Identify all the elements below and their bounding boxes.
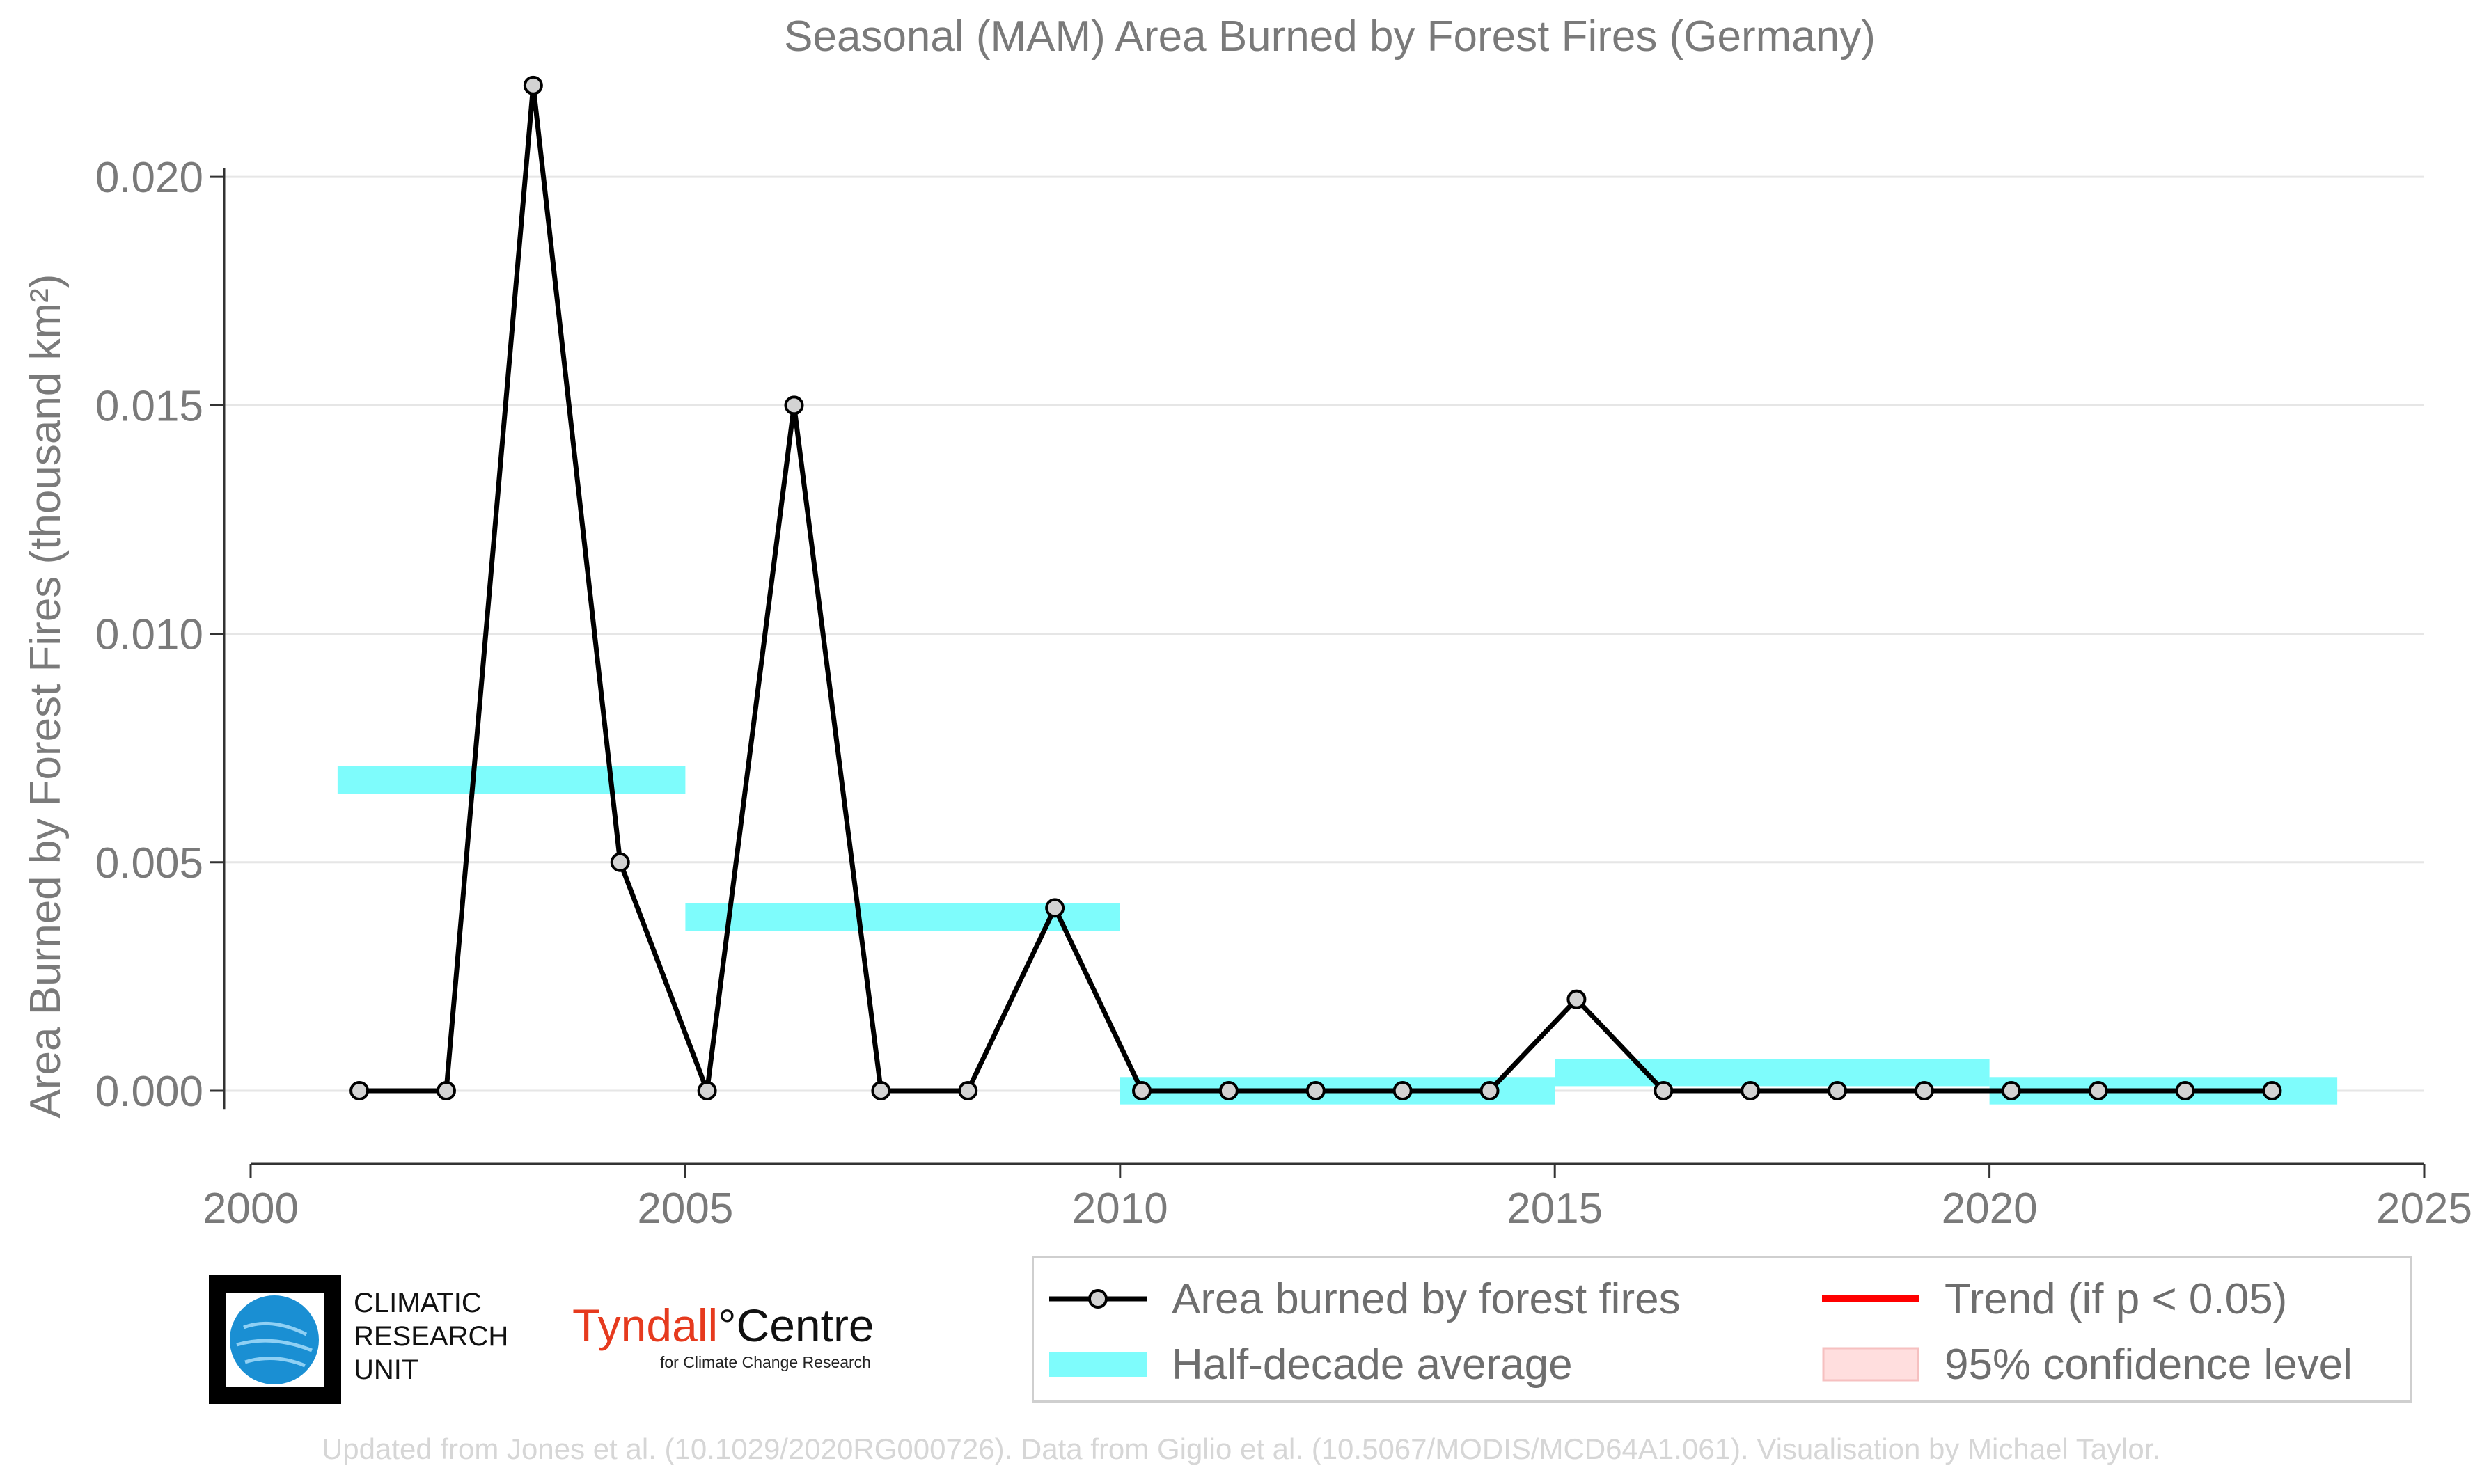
y-tick-label: 0.020 xyxy=(95,154,203,202)
data-point-2018 xyxy=(1828,1080,1848,1100)
series-area-burned xyxy=(349,75,2282,1100)
y-tick-label: 0.000 xyxy=(95,1068,203,1116)
y-tick-label: 0.005 xyxy=(95,839,203,887)
data-point-2007 xyxy=(871,1080,891,1100)
footer-credit: Updated from Jones et al. (10.1029/2020R… xyxy=(321,1432,2161,1465)
data-point-2023 xyxy=(2262,1080,2282,1100)
legend-item-confidence: 95% confidence level xyxy=(1822,1336,2353,1392)
tyndall-degree: ° xyxy=(718,1300,737,1351)
tyndall-red-text: Tyndall xyxy=(572,1300,718,1351)
legend: Area burned by forest fires Trend (if p … xyxy=(1032,1256,2412,1403)
cru-line-2: RESEARCH xyxy=(354,1321,509,1352)
data-point-2001 xyxy=(349,1080,370,1100)
half-decade-bar-0 xyxy=(337,766,686,794)
legend-label-half-decade: Half-decade average xyxy=(1172,1340,1573,1389)
tyndall-logo: Tyndall°Centre xyxy=(572,1299,874,1352)
legend-trend-line-icon xyxy=(1822,1295,1919,1302)
legend-label-trend: Trend (if p < 0.05) xyxy=(1945,1274,2288,1323)
data-point-2012 xyxy=(1305,1080,1326,1100)
legend-item-trend: Trend (if p < 0.05) xyxy=(1822,1271,2287,1327)
axes xyxy=(210,167,2426,1178)
legend-confidence-swatch-icon xyxy=(1822,1347,1919,1382)
legend-item-area-burned: Area burned by forest fires xyxy=(1049,1271,1681,1327)
x-tick-label: 2020 xyxy=(1942,1185,2038,1233)
tyndall-subtitle: for Climate Change Research xyxy=(660,1353,871,1371)
data-point-2014 xyxy=(1479,1080,1500,1100)
cru-line-3: UNIT xyxy=(354,1355,419,1385)
data-point-2004 xyxy=(610,852,630,872)
y-tick-label: 0.010 xyxy=(95,611,203,659)
legend-label-confidence: 95% confidence level xyxy=(1945,1340,2353,1389)
data-point-2016 xyxy=(1654,1080,1674,1100)
data-point-2010 xyxy=(1132,1080,1152,1100)
data-point-2022 xyxy=(2175,1080,2195,1100)
data-point-2003 xyxy=(523,75,543,95)
series-line xyxy=(359,83,2272,1094)
data-point-2015 xyxy=(1566,989,1587,1009)
y-axis-label: Area Burned by Forest Fires (thousand km… xyxy=(22,274,70,1119)
cru-logo-icon xyxy=(209,1275,341,1404)
chart-title: Seasonal (MAM) Area Burned by Forest Fir… xyxy=(784,13,1876,61)
data-point-2008 xyxy=(958,1080,978,1100)
data-point-2019 xyxy=(1914,1080,1934,1100)
tick-labels: 0.000 0.005 0.010 0.015 0.020 2000 2005 2010 201… xyxy=(95,154,2472,1233)
y-tick-label: 0.015 xyxy=(95,382,203,430)
half-decade-average-bars xyxy=(337,766,2338,1105)
x-tick-label: 2010 xyxy=(1072,1185,1168,1233)
data-point-2017 xyxy=(1741,1080,1761,1100)
data-point-2013 xyxy=(1392,1080,1413,1100)
x-tick-label: 2000 xyxy=(203,1185,299,1233)
x-tick-label: 2015 xyxy=(1507,1185,1603,1233)
grid-lines xyxy=(223,175,2424,1092)
x-tick-label: 2005 xyxy=(637,1185,733,1233)
legend-half-decade-swatch-icon xyxy=(1049,1352,1147,1377)
x-tick-label: 2025 xyxy=(2376,1185,2472,1233)
data-point-2020 xyxy=(2001,1080,2021,1100)
legend-line-marker-icon xyxy=(1049,1289,1147,1309)
data-point-2006 xyxy=(784,395,804,416)
data-point-2011 xyxy=(1218,1080,1239,1100)
data-point-2002 xyxy=(436,1080,456,1100)
legend-item-half-decade: Half-decade average xyxy=(1049,1336,1573,1392)
data-point-2021 xyxy=(2088,1080,2108,1100)
half-decade-bar-3 xyxy=(1555,1059,1990,1087)
cru-line-1: CLIMATIC xyxy=(354,1288,482,1318)
data-point-2005 xyxy=(697,1080,717,1100)
legend-label-area-burned: Area burned by forest fires xyxy=(1172,1274,1681,1323)
cru-logo-text: CLIMATIC RESEARCH UNIT xyxy=(354,1286,508,1387)
data-point-2009 xyxy=(1045,898,1065,918)
chart: Seasonal (MAM) Area Burned by Forest Fir… xyxy=(22,13,2472,1233)
tyndall-black-text: Centre xyxy=(736,1300,874,1351)
